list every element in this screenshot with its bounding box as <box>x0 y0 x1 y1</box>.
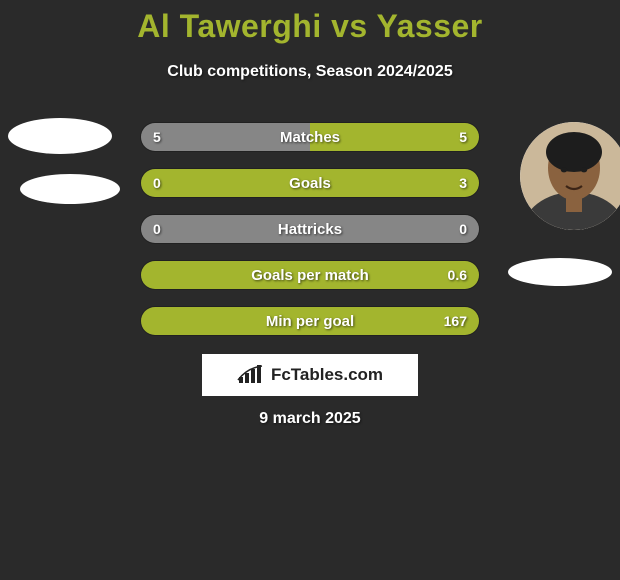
stat-row: Hattricks00 <box>140 214 480 244</box>
stat-row: Matches55 <box>140 122 480 152</box>
player-left-avatar-1 <box>8 118 112 154</box>
bar-chart-icon <box>237 365 265 385</box>
stat-row: Min per goal167 <box>140 306 480 336</box>
player-right-avatar <box>520 122 620 230</box>
brand-badge[interactable]: FcTables.com <box>202 354 418 396</box>
player-photo-icon <box>520 122 620 230</box>
stat-bar-right <box>141 307 479 335</box>
brand-text: FcTables.com <box>271 365 383 385</box>
stat-bars: Matches55 Goals03 Hattricks00 Goals per mat… <box>140 122 480 352</box>
date-label: 9 march 2025 <box>0 410 620 428</box>
subtitle: Club competitions, Season 2024/2025 <box>0 63 620 81</box>
stat-bar-right <box>141 169 479 197</box>
stat-bar-left <box>141 123 310 151</box>
stat-row: Goals03 <box>140 168 480 198</box>
stat-bar-right <box>141 261 479 289</box>
page-title: Al Tawerghi vs Yasser <box>0 0 620 45</box>
player-left-avatar-2 <box>20 174 120 204</box>
player-right-avatar-2 <box>508 258 612 286</box>
stat-row: Goals per match0.6 <box>140 260 480 290</box>
stat-bar-left <box>141 215 479 243</box>
stat-bar-right <box>310 123 479 151</box>
